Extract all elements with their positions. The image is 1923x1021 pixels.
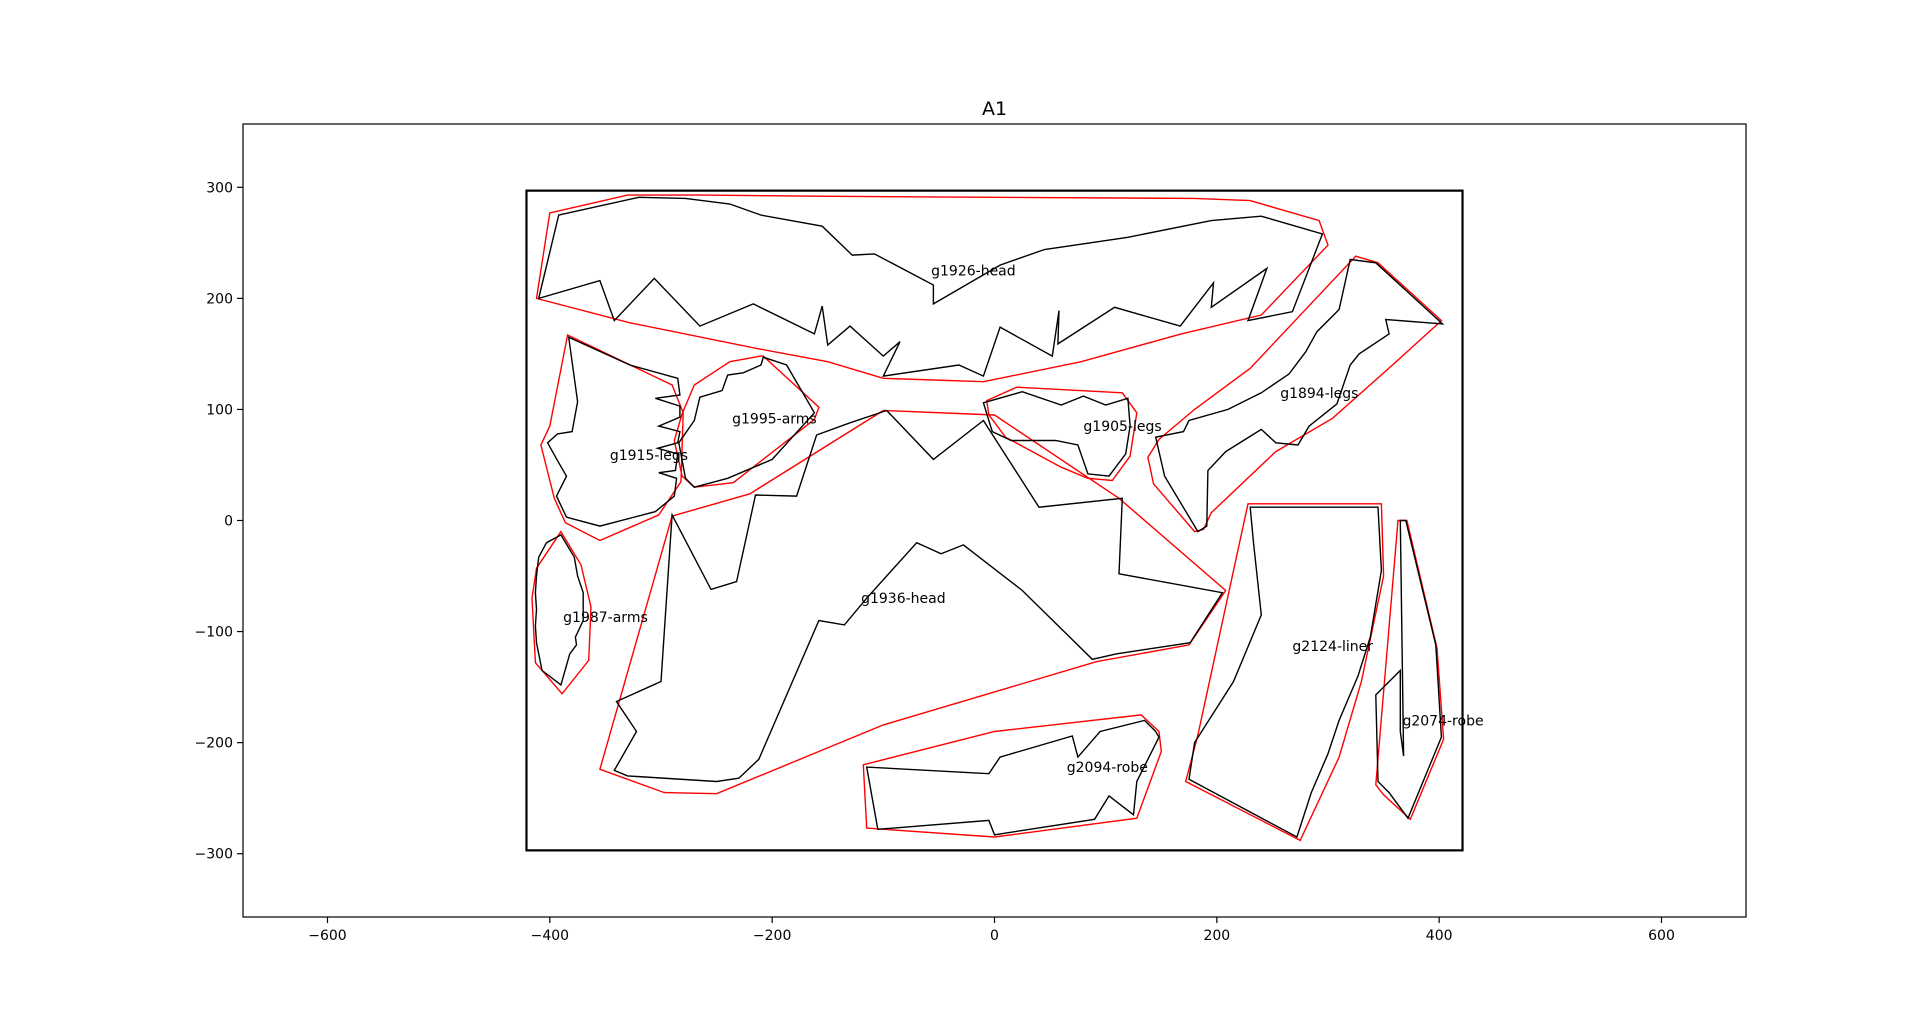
piece-label: g2094-robe (1067, 760, 1148, 776)
piece-hulls (531, 194, 1445, 842)
x-tick-label: 200 (1203, 928, 1230, 944)
g1926-head-outline (537, 196, 1324, 378)
piece-label: g2074-robe (1402, 713, 1483, 729)
chart-title: A1 (982, 98, 1007, 120)
x-tick-label: −200 (753, 928, 791, 944)
x-tick-label: −600 (308, 928, 346, 944)
piece-label: g2124-liner (1292, 639, 1373, 655)
g1894-legs-outline (1154, 258, 1445, 533)
g1915-legs-outline (546, 336, 681, 527)
y-tick-label: 0 (224, 514, 233, 530)
y-tick-label: −200 (195, 736, 233, 752)
piece-label: g1894-legs (1280, 386, 1358, 402)
piece-outlines (534, 196, 1445, 839)
y-tick-label: 300 (206, 180, 233, 196)
g1987-arms-outline (534, 533, 584, 687)
g1987-arms-hull (531, 530, 592, 695)
x-tick-label: −400 (531, 928, 569, 944)
g2124-liner-hull (1184, 503, 1385, 842)
x-tick-label: 0 (990, 928, 999, 944)
piece-label: g1926-head (931, 264, 1016, 280)
g1905-legs-hull (985, 386, 1138, 482)
g1926-head-hull (535, 194, 1329, 383)
g1905-legs-outline (982, 390, 1131, 477)
y-tick-label: 100 (206, 402, 233, 418)
y-axis: −300 −200 −100 0 100 200 300 (195, 180, 243, 863)
g2124-liner-outline (1188, 506, 1383, 839)
y-tick-label: −300 (195, 847, 233, 863)
g1894-legs-hull (1147, 255, 1443, 533)
y-tick-label: −100 (195, 625, 233, 641)
g1936-head-outline (613, 409, 1224, 783)
sheet-boundary (525, 189, 1464, 852)
g2094-robe-hull (862, 714, 1163, 838)
g2094-robe-outline (865, 719, 1160, 836)
g1995-arms-outline (678, 356, 816, 488)
x-axis: −600 −400 −200 0 200 400 600 (308, 917, 1675, 944)
piece-labels: g1926-head g1915-legs g1995-arms g1905-legs… (563, 264, 1483, 776)
piece-label: g1905-legs (1083, 419, 1161, 435)
x-tick-label: 400 (1426, 928, 1453, 944)
g1936-head-hull (599, 409, 1227, 795)
x-tick-label: 600 (1648, 928, 1675, 944)
piece-label: g1987-arms (563, 610, 648, 626)
g1915-legs-hull (540, 333, 684, 542)
piece-label: g1915-legs (610, 448, 688, 464)
y-tick-label: 200 (206, 291, 233, 307)
piece-label: g1936-head (861, 591, 946, 607)
g2074-robe-hull (1375, 519, 1445, 821)
piece-label: g1995-arms (732, 411, 817, 427)
g2074-robe-outline (1375, 519, 1443, 820)
axes-frame (242, 123, 1747, 918)
